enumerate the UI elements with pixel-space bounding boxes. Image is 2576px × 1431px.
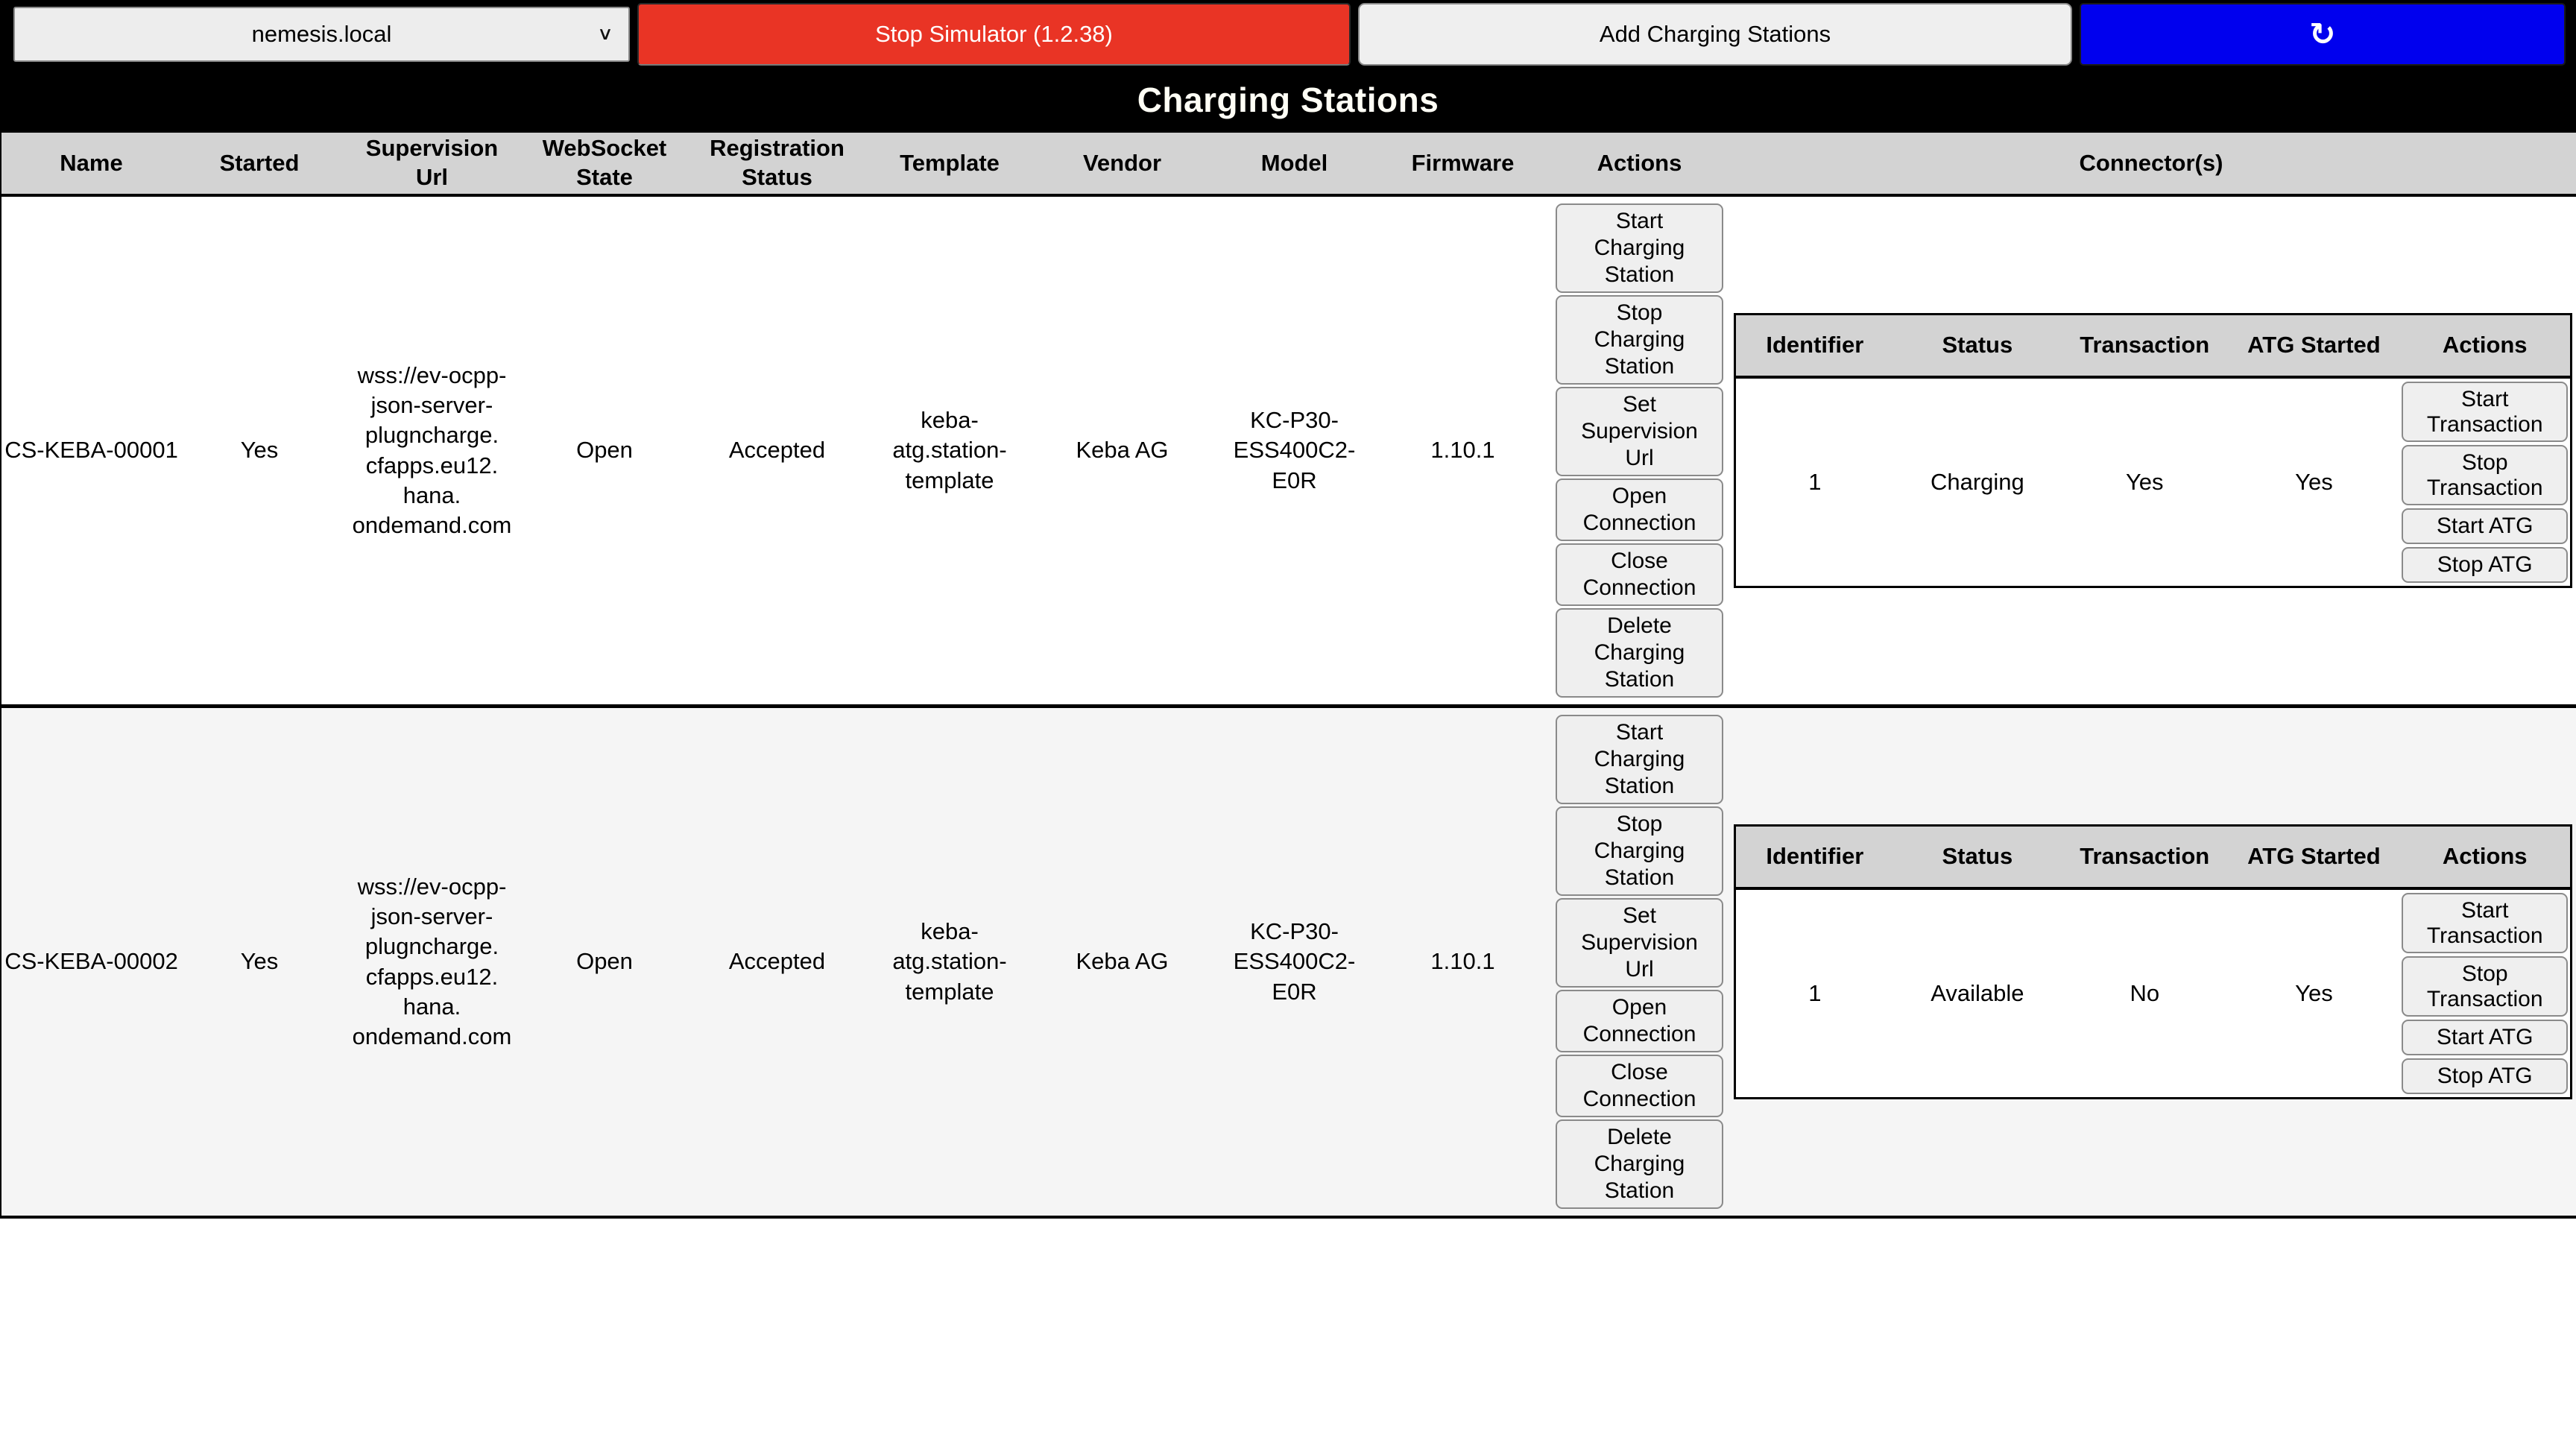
connector-atg-started-cell: Yes bbox=[2295, 468, 2333, 495]
stop-transaction-button[interactable]: Stop Transaction bbox=[2402, 445, 2568, 506]
column-header-template: Template bbox=[871, 133, 1028, 197]
supervision-url-cell: wss://ev-ocpp- json-server- plugncharge.… bbox=[352, 873, 512, 1050]
station-row-2: CS-KEBA-00002 Yes wss://ev-ocpp- json-se… bbox=[1, 706, 2576, 1218]
set-supervision-url-button[interactable]: Set Supervision Url bbox=[1556, 387, 1723, 476]
table-header-row: Name Started Supervision Url WebSocket S… bbox=[1, 133, 2576, 197]
connector-actions-cell: Start Transaction Stop Transaction Start… bbox=[2399, 888, 2571, 1098]
add-charging-stations-button[interactable]: Add Charging Stations bbox=[1358, 2, 2072, 66]
column-header-model: Model bbox=[1216, 133, 1372, 197]
column-header-actions: Actions bbox=[1553, 133, 1726, 197]
connector-column-status: Status bbox=[1893, 825, 2062, 890]
connector-status-cell: Available bbox=[1931, 979, 2024, 1006]
registration-status-cell: Accepted bbox=[728, 948, 826, 975]
start-transaction-button[interactable]: Start Transaction bbox=[2402, 381, 2568, 443]
connector-column-transaction: Transaction bbox=[2061, 314, 2229, 379]
column-header-started: Started bbox=[181, 133, 338, 197]
column-header-websocket-state: WebSocket State bbox=[526, 133, 683, 197]
connector-status-cell: Charging bbox=[1930, 468, 2024, 495]
connector-column-identifier: Identifier bbox=[1734, 314, 1894, 379]
supervision-url-cell: wss://ev-ocpp- json-server- plugncharge.… bbox=[352, 361, 512, 539]
open-connection-button[interactable]: Open Connection bbox=[1556, 990, 1723, 1052]
start-charging-station-button[interactable]: Start Charging Station bbox=[1556, 715, 1723, 804]
chevron-down-icon: ∨ bbox=[597, 24, 613, 44]
name-cell: CS-KEBA-00002 bbox=[4, 948, 178, 975]
column-header-vendor: Vendor bbox=[1028, 133, 1216, 197]
delete-charging-station-button[interactable]: Delete Charging Station bbox=[1556, 1119, 1723, 1209]
connector-column-identifier: Identifier bbox=[1734, 825, 1894, 890]
connector-row: 1 Charging Yes Yes Start Transaction Sto… bbox=[1735, 377, 2572, 587]
websocket-state-cell: Open bbox=[576, 948, 633, 975]
name-cell: CS-KEBA-00001 bbox=[4, 437, 178, 464]
start-atg-button[interactable]: Start ATG bbox=[2402, 1020, 2568, 1055]
column-header-connectors: Connector(s) bbox=[1726, 133, 2576, 197]
page-title: Charging Stations bbox=[1137, 80, 1439, 119]
start-atg-button[interactable]: Start ATG bbox=[2402, 508, 2568, 544]
delete-charging-station-button[interactable]: Delete Charging Station bbox=[1556, 608, 1723, 698]
charging-stations-table: Name Started Supervision Url WebSocket S… bbox=[0, 133, 2576, 1219]
connector-actions-cell: Start Transaction Stop Transaction Start… bbox=[2399, 377, 2571, 587]
connector-column-actions: Actions bbox=[2399, 825, 2572, 890]
connector-column-transaction: Transaction bbox=[2061, 825, 2229, 890]
connector-transaction-cell: Yes bbox=[2125, 468, 2164, 495]
open-connection-button[interactable]: Open Connection bbox=[1556, 478, 1723, 541]
close-connection-button[interactable]: Close Connection bbox=[1556, 1055, 1723, 1117]
connector-column-status: Status bbox=[1893, 314, 2062, 379]
connector-table: Identifier Status Transaction ATG Starte… bbox=[1734, 313, 2572, 588]
column-header-name: Name bbox=[1, 133, 181, 197]
refresh-button[interactable]: ↻ bbox=[2080, 2, 2566, 66]
column-header-firmware: Firmware bbox=[1372, 133, 1553, 197]
stop-simulator-button[interactable]: Stop Simulator (1.2.38) bbox=[637, 2, 1351, 66]
firmware-cell: 1.10.1 bbox=[1430, 948, 1495, 975]
start-charging-station-button[interactable]: Start Charging Station bbox=[1556, 203, 1723, 293]
connector-transaction-cell: No bbox=[2130, 979, 2160, 1006]
stop-atg-button[interactable]: Stop ATG bbox=[2402, 546, 2568, 583]
host-select[interactable]: nemesis.local ∨ bbox=[13, 6, 630, 62]
connector-atg-started-cell: Yes bbox=[2295, 979, 2333, 1006]
connector-column-atg-started: ATG Started bbox=[2228, 314, 2400, 379]
connector-table: Identifier Status Transaction ATG Starte… bbox=[1734, 824, 2572, 1099]
connector-column-atg-started: ATG Started bbox=[2228, 825, 2400, 890]
stop-charging-station-button[interactable]: Stop Charging Station bbox=[1556, 806, 1723, 896]
stop-transaction-button[interactable]: Stop Transaction bbox=[2402, 956, 2568, 1017]
station-actions-cell: Start Charging Station Stop Charging Sta… bbox=[1553, 707, 1726, 1218]
close-connection-button[interactable]: Close Connection bbox=[1556, 543, 1723, 606]
title-bar: Charging Stations bbox=[0, 67, 2576, 133]
stop-atg-button[interactable]: Stop ATG bbox=[2402, 1058, 2568, 1094]
refresh-icon: ↻ bbox=[2309, 16, 2336, 51]
started-cell: Yes bbox=[240, 437, 279, 464]
connectors-cell: Identifier Status Transaction ATG Starte… bbox=[1726, 195, 2576, 707]
column-header-supervision-url: Supervision Url bbox=[338, 133, 526, 197]
host-select-value: nemesis.local bbox=[251, 20, 392, 47]
column-header-registration-status: Registration Status bbox=[683, 133, 871, 197]
connector-identifier-cell: 1 bbox=[1808, 979, 1822, 1006]
model-cell: KC-P30- ESS400C2-E0R bbox=[1233, 407, 1356, 493]
model-cell: KC-P30- ESS400C2-E0R bbox=[1233, 918, 1356, 1005]
connector-row: 1 Available No Yes Start Transaction Sto… bbox=[1735, 888, 2572, 1098]
start-transaction-button[interactable]: Start Transaction bbox=[2402, 892, 2568, 954]
registration-status-cell: Accepted bbox=[728, 437, 826, 464]
vendor-cell: Keba AG bbox=[1076, 437, 1169, 464]
set-supervision-url-button[interactable]: Set Supervision Url bbox=[1556, 898, 1723, 988]
connector-header-row: Identifier Status Transaction ATG Starte… bbox=[1734, 825, 2572, 890]
connectors-cell: Identifier Status Transaction ATG Starte… bbox=[1726, 707, 2576, 1218]
connector-column-actions: Actions bbox=[2399, 314, 2572, 379]
vendor-cell: Keba AG bbox=[1076, 948, 1169, 975]
station-row-1: CS-KEBA-00001 Yes wss://ev-ocpp- json-se… bbox=[1, 195, 2576, 707]
stop-charging-station-button[interactable]: Stop Charging Station bbox=[1556, 295, 1723, 385]
connector-identifier-cell: 1 bbox=[1808, 468, 1822, 495]
station-actions-cell: Start Charging Station Stop Charging Sta… bbox=[1553, 195, 1726, 707]
firmware-cell: 1.10.1 bbox=[1430, 437, 1495, 464]
template-cell: keba- atg.station- template bbox=[892, 918, 1007, 1005]
template-cell: keba- atg.station- template bbox=[892, 407, 1007, 493]
toolbar: nemesis.local ∨ Stop Simulator (1.2.38) … bbox=[0, 0, 2576, 67]
connector-header-row: Identifier Status Transaction ATG Starte… bbox=[1734, 314, 2572, 379]
started-cell: Yes bbox=[240, 948, 279, 975]
websocket-state-cell: Open bbox=[576, 437, 633, 464]
